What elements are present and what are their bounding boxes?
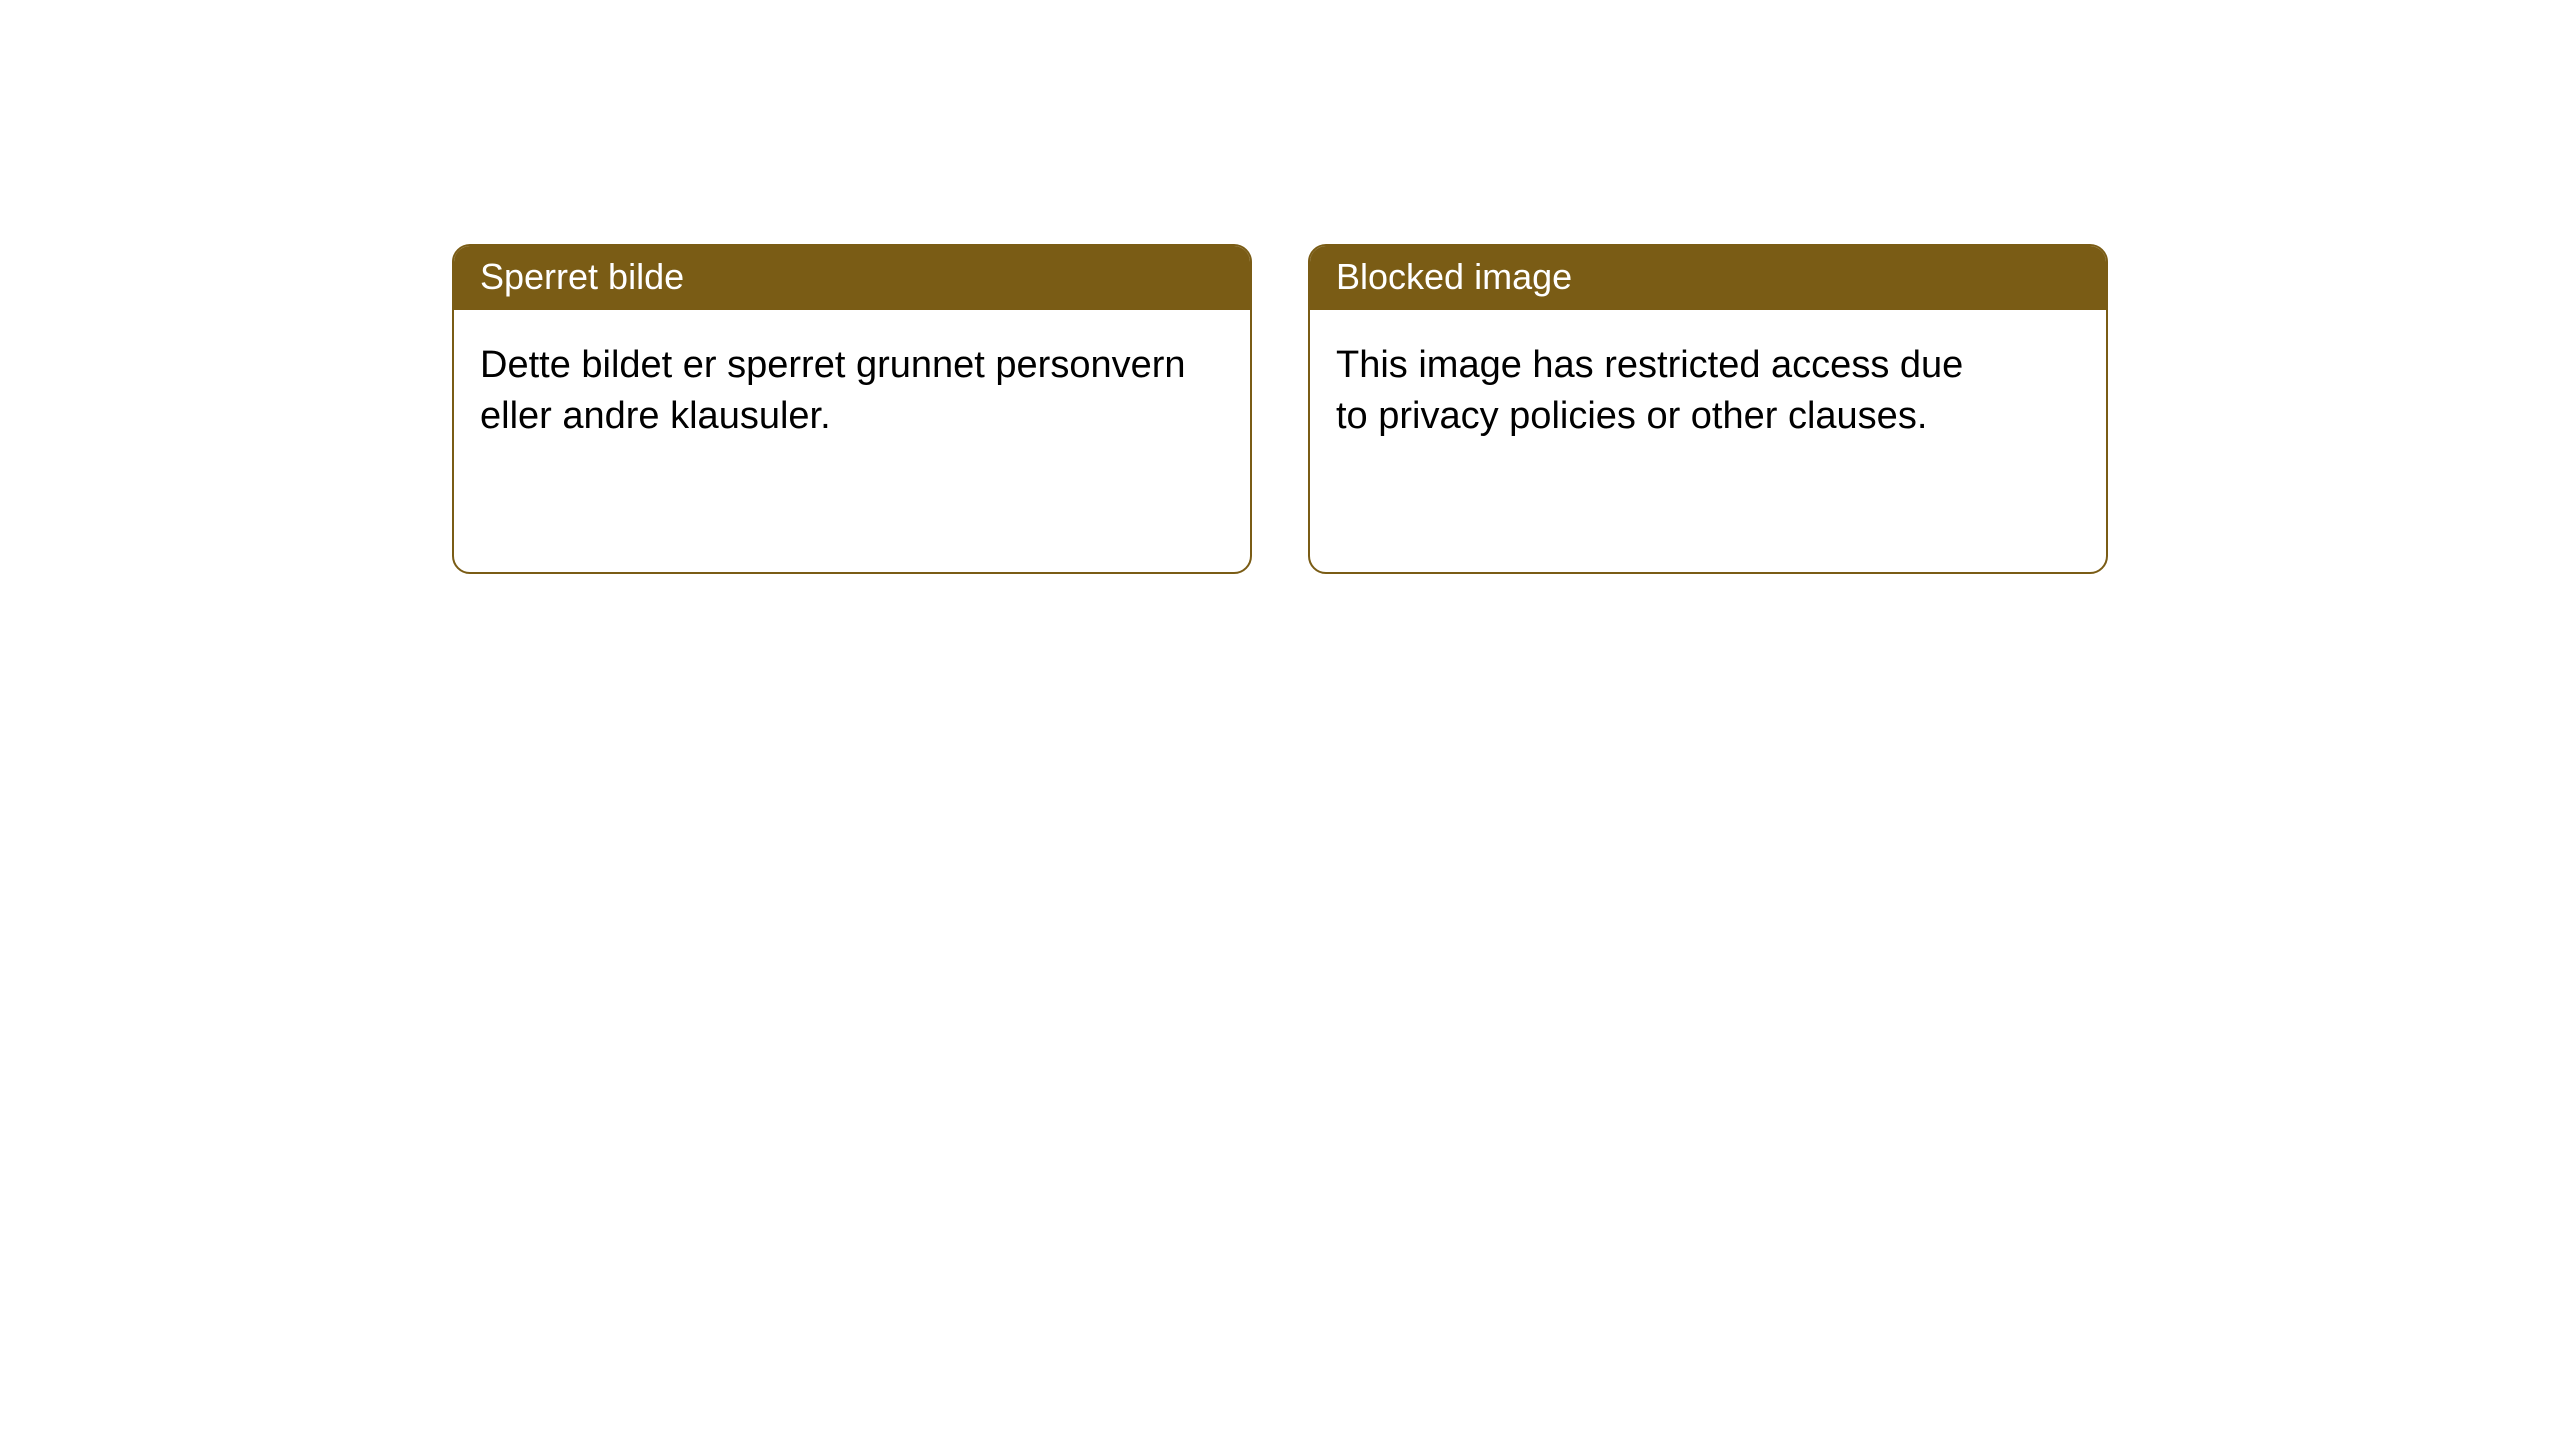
notice-cards-container: Sperret bilde Dette bildet er sperret gr…: [0, 0, 2560, 574]
card-title-en: Blocked image: [1336, 256, 1572, 297]
card-header-en: Blocked image: [1310, 246, 2106, 310]
card-body-en: This image has restricted access due to …: [1310, 310, 2106, 473]
card-message-en: This image has restricted access due to …: [1336, 344, 1963, 437]
card-title-no: Sperret bilde: [480, 256, 684, 297]
card-body-no: Dette bildet er sperret grunnet personve…: [454, 310, 1250, 473]
blocked-image-card-no: Sperret bilde Dette bildet er sperret gr…: [452, 244, 1252, 574]
card-header-no: Sperret bilde: [454, 246, 1250, 310]
card-message-no: Dette bildet er sperret grunnet personve…: [480, 344, 1186, 437]
blocked-image-card-en: Blocked image This image has restricted …: [1308, 244, 2108, 574]
